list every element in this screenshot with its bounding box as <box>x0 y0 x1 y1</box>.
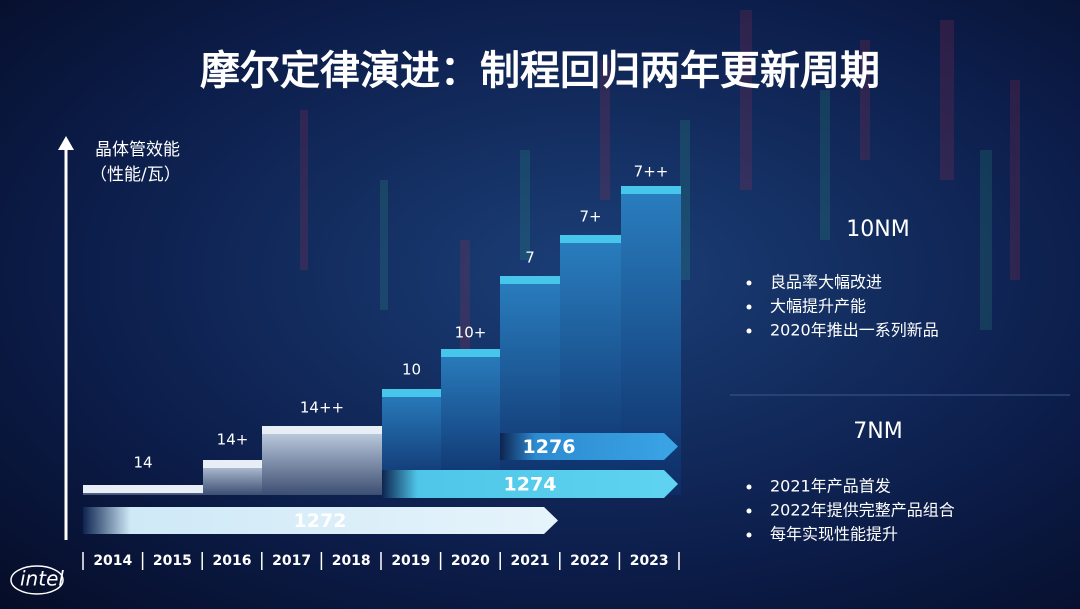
arrow-label: 1276 <box>523 436 576 458</box>
panel-heading: 7NM <box>853 419 902 444</box>
arrow <box>382 470 678 498</box>
bullet-dot <box>746 328 752 334</box>
step-label: 14 <box>133 454 152 472</box>
arrow-label: 1272 <box>294 510 347 532</box>
year-label: 2022 <box>570 553 609 569</box>
year-label: 2019 <box>391 553 430 569</box>
bullet-dot <box>746 304 752 310</box>
year-label: 2014 <box>93 553 132 569</box>
decor-candles <box>380 90 992 330</box>
logo: intel <box>20 567 64 591</box>
step-cap <box>560 235 621 243</box>
bullet-dot <box>746 508 752 514</box>
step-cap <box>203 460 262 468</box>
step-label: 7+ <box>579 208 601 226</box>
arrow <box>500 433 678 460</box>
bullet-text: 良品率大幅改进 <box>770 273 882 292</box>
y-axis-label: 晶体管效能 <box>95 140 180 160</box>
y-axis-arrowhead <box>58 136 74 150</box>
bullet-dot <box>746 532 752 538</box>
step-label: 7++ <box>634 163 669 181</box>
year-label: 2020 <box>451 553 490 569</box>
decor-candles <box>300 10 1020 360</box>
step-cap <box>262 426 382 434</box>
step-label: 14++ <box>300 399 344 417</box>
year-label: 2015 <box>153 553 192 569</box>
step-label: 10 <box>402 361 421 379</box>
arrow-label: 1274 <box>504 474 557 496</box>
arrow <box>83 507 558 534</box>
bullet-text: 2021年产品首发 <box>770 477 891 496</box>
bullet-text: 大幅提升产能 <box>770 297 866 316</box>
year-label: 2017 <box>272 553 311 569</box>
step-cap <box>621 186 681 194</box>
logo-swoosh <box>10 565 64 595</box>
step-cap <box>441 349 500 357</box>
year-label: 2016 <box>213 553 252 569</box>
step <box>262 426 382 495</box>
y-axis-label: （性能/瓦） <box>90 165 181 185</box>
bullet-text: 2022年提供完整产品组合 <box>770 501 955 520</box>
step-label: 10+ <box>455 324 487 342</box>
step <box>500 276 560 495</box>
bullet-text: 每年实现性能提升 <box>770 525 898 544</box>
bullet-dot <box>746 484 752 490</box>
step-label: 7 <box>525 249 535 267</box>
year-label: 2021 <box>511 553 550 569</box>
bullet-text: 2020年推出一系列新品 <box>770 321 939 340</box>
title: 摩尔定律演进：制程回归两年更新周期 <box>200 48 880 94</box>
step-cap <box>83 485 203 493</box>
year-label: 2018 <box>332 553 371 569</box>
year-label: 2023 <box>630 553 669 569</box>
step-cap <box>500 276 560 284</box>
step-label: 14+ <box>217 431 249 449</box>
panel-heading: 10NM <box>846 217 909 242</box>
step-cap <box>382 389 441 397</box>
bullet-dot <box>746 280 752 286</box>
